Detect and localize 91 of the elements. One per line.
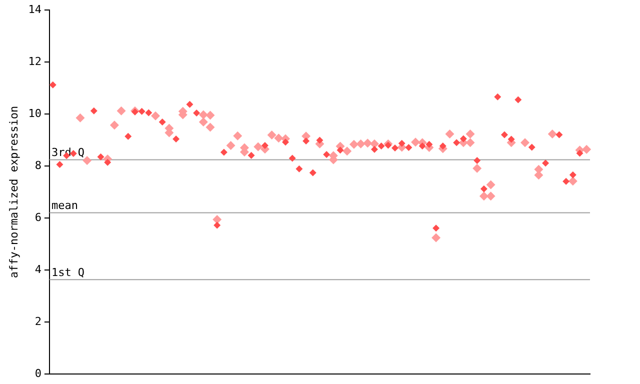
- point: [453, 139, 460, 146]
- point: [186, 100, 194, 108]
- point: [528, 144, 536, 151]
- point: [520, 138, 530, 148]
- point: [472, 164, 482, 173]
- point: [56, 160, 64, 168]
- ref-line-label: mean: [51, 199, 78, 212]
- point: [158, 118, 166, 126]
- y-tick-label: 12: [28, 54, 42, 68]
- point: [356, 139, 366, 148]
- point: [261, 142, 268, 149]
- point: [172, 135, 180, 142]
- point: [349, 140, 358, 149]
- point: [336, 146, 344, 154]
- point: [486, 192, 496, 201]
- point: [391, 144, 398, 152]
- y-tick-label: 6: [34, 210, 42, 224]
- point: [480, 185, 488, 192]
- point: [220, 148, 228, 156]
- point: [556, 131, 563, 138]
- point: [82, 156, 92, 166]
- point: [138, 108, 146, 115]
- point: [426, 140, 433, 148]
- point: [460, 135, 467, 142]
- point: [206, 122, 215, 132]
- point: [432, 233, 441, 242]
- point: [568, 176, 578, 186]
- point: [378, 142, 385, 150]
- point: [316, 136, 324, 144]
- point: [411, 138, 420, 147]
- point: [514, 96, 522, 104]
- point: [254, 142, 263, 152]
- ref-line-label: 1st Q: [51, 266, 85, 279]
- y-tick-label: 2: [34, 314, 42, 328]
- point: [282, 138, 290, 146]
- y-tick-label: 8: [34, 158, 42, 172]
- point: [309, 169, 316, 176]
- point: [562, 178, 570, 185]
- point: [494, 93, 502, 100]
- point: [398, 140, 406, 147]
- point: [548, 130, 557, 139]
- point: [576, 150, 584, 157]
- point: [124, 132, 132, 140]
- point: [49, 81, 56, 88]
- point: [384, 142, 392, 149]
- point: [479, 192, 488, 201]
- point: [233, 131, 242, 140]
- point: [193, 109, 200, 116]
- point: [370, 139, 379, 148]
- point: [466, 130, 475, 139]
- point: [145, 109, 152, 116]
- point: [116, 106, 126, 116]
- point: [302, 138, 310, 145]
- y-tick-label: 10: [28, 106, 42, 120]
- point: [97, 153, 104, 160]
- point: [76, 113, 85, 122]
- point: [323, 151, 330, 158]
- point: [342, 146, 352, 156]
- point: [267, 130, 276, 140]
- point: [445, 130, 454, 139]
- point: [542, 160, 550, 167]
- y-axis-title: affy-normalized expression: [7, 106, 20, 278]
- point: [151, 111, 160, 120]
- point: [104, 158, 112, 166]
- point: [569, 171, 576, 178]
- point: [486, 180, 496, 190]
- point: [226, 140, 236, 150]
- point: [582, 144, 592, 154]
- point: [90, 107, 98, 114]
- point: [296, 165, 303, 172]
- point: [466, 138, 475, 148]
- point: [198, 110, 208, 120]
- y-tick-label: 0: [34, 366, 42, 380]
- point: [439, 142, 446, 150]
- y-tick-label: 4: [34, 262, 42, 276]
- point: [508, 136, 515, 143]
- point: [288, 154, 296, 162]
- point: [274, 134, 284, 143]
- point: [474, 157, 481, 164]
- point: [110, 120, 119, 130]
- point: [432, 224, 440, 232]
- y-tick-label: 14: [28, 2, 42, 16]
- point: [206, 110, 215, 120]
- point: [405, 144, 412, 152]
- point: [500, 131, 508, 138]
- point: [214, 222, 221, 229]
- point: [248, 152, 255, 159]
- point: [418, 142, 426, 150]
- point: [198, 118, 208, 127]
- point: [363, 138, 372, 148]
- point: [370, 146, 378, 153]
